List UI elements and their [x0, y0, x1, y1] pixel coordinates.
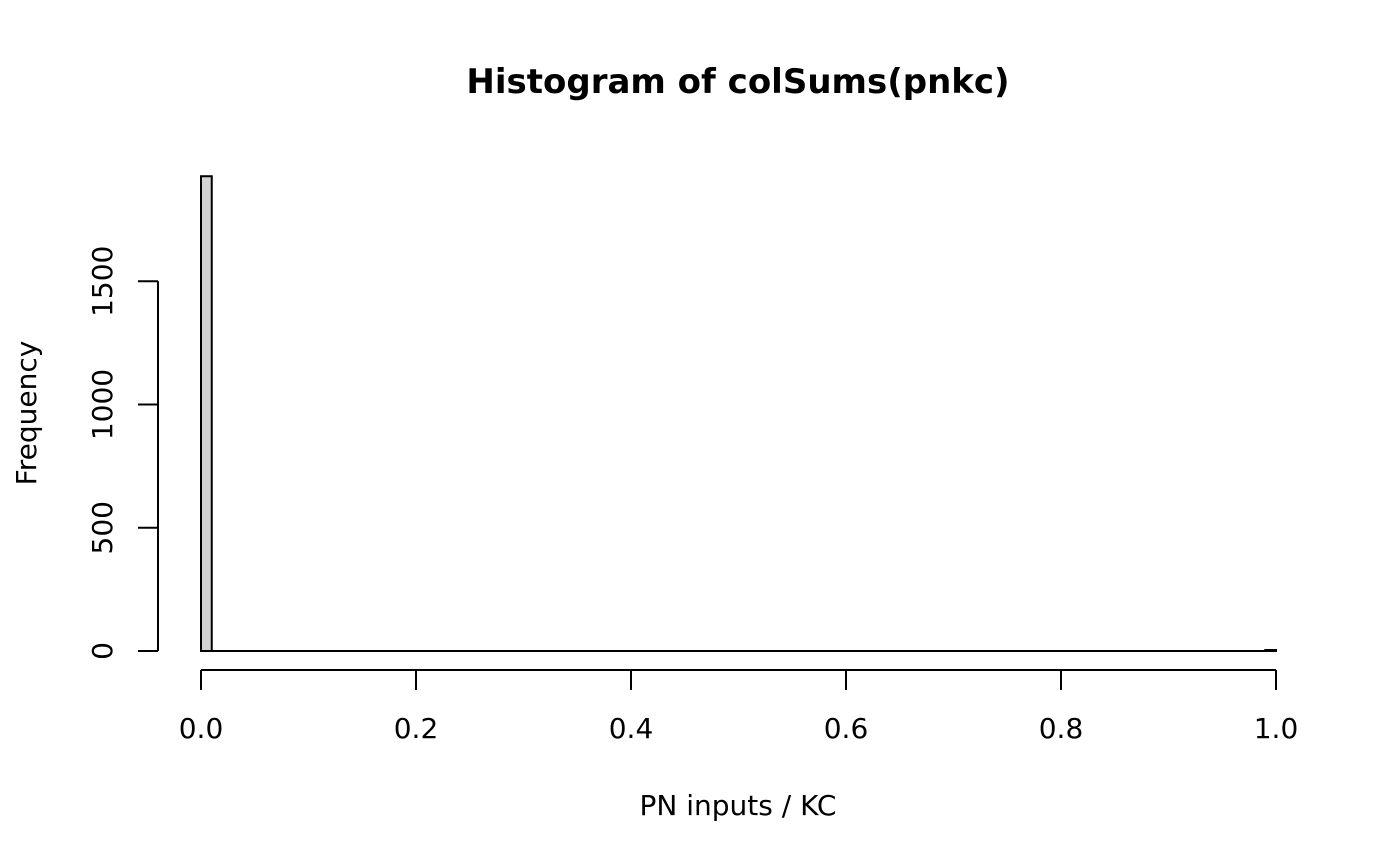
x-tick-label: 0.2: [394, 712, 439, 745]
y-tick-label: 1500: [86, 246, 119, 317]
y-tick-label: 500: [86, 501, 119, 554]
x-tick-label: 0.8: [1039, 712, 1084, 745]
y-tick-label: 0: [86, 642, 119, 660]
x-axis-label: PN inputs / KC: [640, 789, 837, 822]
y-axis: 0 500 1000 1500: [86, 246, 159, 660]
histogram-bars: [200, 175, 1277, 652]
y-tick-label: 1000: [86, 369, 119, 440]
y-axis-label: Frequency: [10, 341, 43, 486]
x-axis: 0.0 0.2 0.4 0.6 0.8 1.0: [179, 669, 1299, 745]
x-tick-label: 0.0: [179, 712, 224, 745]
x-tick-label: 0.6: [824, 712, 869, 745]
x-tick-label: 1.0: [1254, 712, 1299, 745]
x-tick-label: 0.4: [609, 712, 654, 745]
chart-title: Histogram of colSums(pnkc): [466, 62, 1009, 102]
histogram-bar-0: [200, 175, 213, 652]
